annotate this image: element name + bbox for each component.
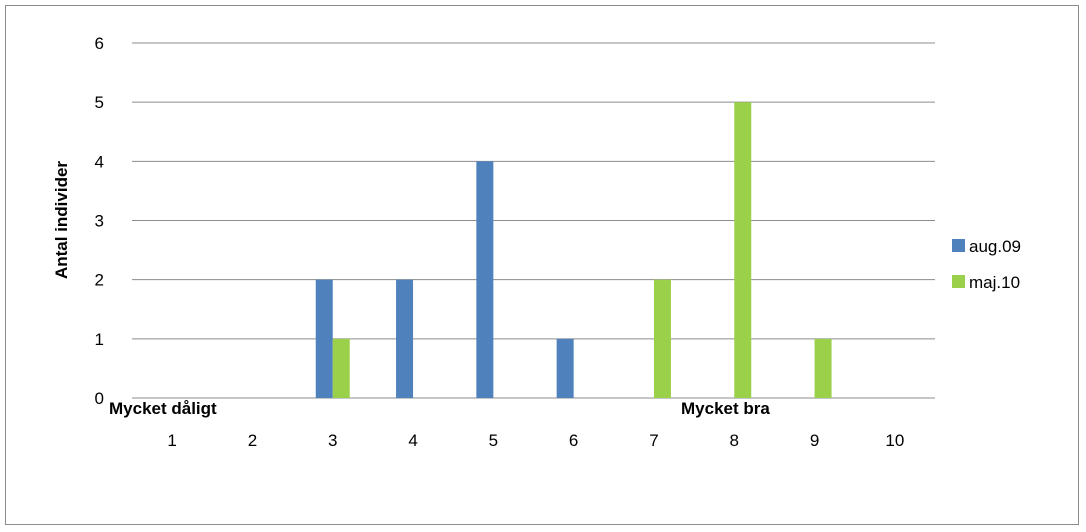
bar-aug.09-4 [396, 279, 414, 398]
chart-frame [5, 5, 1079, 525]
bar-aug.09-6 [556, 338, 574, 398]
x-tick-label: 4 [408, 431, 417, 450]
y-tick-label: 2 [95, 271, 104, 290]
x-tick-label: 5 [489, 431, 498, 450]
legend-swatch-aug.09 [952, 239, 965, 252]
x-tick-label: 2 [248, 431, 257, 450]
bars [315, 102, 832, 399]
y-axis-ticks: 0 1 2 3 4 5 6 [95, 34, 104, 408]
x-tick-label: 6 [569, 431, 578, 450]
x-tick-label: 8 [730, 431, 739, 450]
x-tick-label: 3 [328, 431, 337, 450]
gridlines [132, 42, 935, 399]
bar-maj.10-8 [734, 102, 752, 399]
y-tick-label: 4 [95, 152, 104, 171]
legend-swatch-maj.10 [952, 275, 965, 288]
x-axis-ticks: 1 2 3 4 5 6 7 8 9 10 [167, 431, 904, 450]
x-tick-label: 9 [810, 431, 819, 450]
y-tick-label: 1 [95, 330, 104, 349]
y-tick-label: 0 [95, 389, 104, 408]
x-tick-label: 7 [649, 431, 658, 450]
legend: aug.09 maj.10 [952, 237, 1021, 292]
scale-label-low: Mycket dåligt [109, 399, 217, 418]
y-tick-label: 5 [95, 93, 104, 112]
bar-aug.09-5 [476, 161, 494, 398]
y-tick-label: 3 [95, 212, 104, 231]
bar-aug.09-3 [315, 279, 333, 398]
scale-label-high: Mycket bra [681, 399, 770, 418]
y-axis-title: Antal individer [52, 161, 71, 279]
x-tick-label: 10 [885, 431, 904, 450]
legend-label-maj.10: maj.10 [969, 273, 1020, 292]
bar-maj.10-3 [332, 338, 350, 398]
bar-maj.10-9 [814, 338, 832, 398]
bar-maj.10-7 [653, 279, 671, 398]
x-tick-label: 1 [167, 431, 176, 450]
y-tick-label: 6 [95, 34, 104, 53]
legend-label-aug.09: aug.09 [969, 237, 1021, 256]
